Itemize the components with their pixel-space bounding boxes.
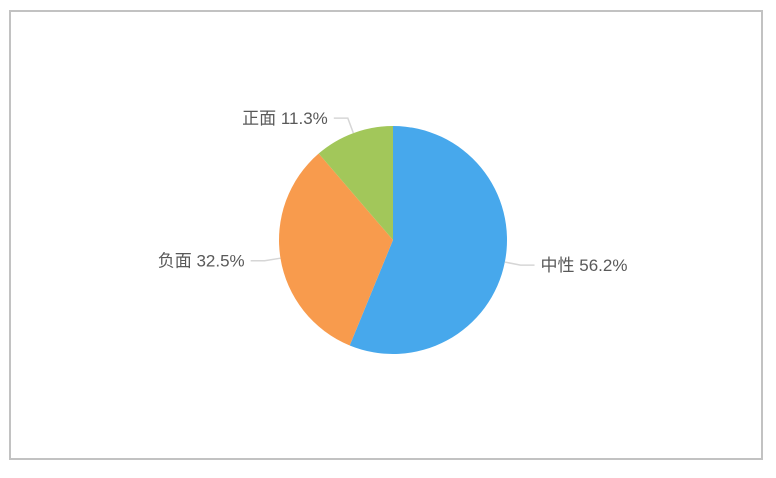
- pie-chart-canvas: 中性 56.2% 负面 32.5% 正面 11.3%: [158, 109, 628, 355]
- label-line-negative: [250, 257, 281, 262]
- pie-chart: 中性 56.2% 负面 32.5% 正面 11.3%: [11, 12, 761, 458]
- label-line-positive: [333, 117, 355, 134]
- pie-slice-positive[interactable]: [318, 126, 393, 240]
- pie-slice-neutral[interactable]: [349, 126, 508, 355]
- slice-label-neutral: 中性 56.2%: [541, 256, 628, 275]
- pie-slice-negative[interactable]: [279, 153, 393, 346]
- chart-frame: 中性 56.2% 负面 32.5% 正面 11.3%: [9, 10, 763, 460]
- slice-label-positive: 正面 11.3%: [242, 109, 328, 128]
- slice-label-negative: 负面 32.5%: [158, 252, 245, 271]
- label-line-neutral: [504, 261, 535, 266]
